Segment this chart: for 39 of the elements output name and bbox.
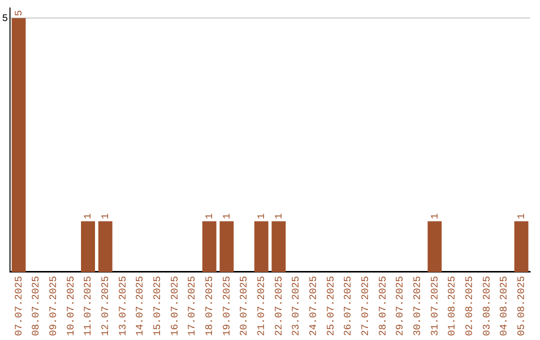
x-tick-label: 01.08.2025 [448,276,459,336]
x-tick-label: 12.07.2025 [100,276,112,336]
x-tick-label: 05.08.2025 [516,276,528,336]
x-tick-label: 29.07.2025 [396,276,407,336]
x-tick-label: 09.07.2025 [48,276,60,336]
x-tick-label: 10.07.2025 [66,276,78,336]
x-tick-label: 08.07.2025 [32,276,43,336]
x-tick-label: 13.07.2025 [118,276,130,336]
data-label: 1 [430,213,442,220]
x-tick-label: 24.07.2025 [308,276,320,336]
x-tick-label: 14.07.2025 [136,276,147,336]
data-label: 1 [204,213,216,220]
data-label: 1 [84,213,95,220]
x-tick-label: 30.07.2025 [412,276,424,336]
data-label: 1 [516,213,528,220]
x-tick-label: 23.07.2025 [292,276,303,336]
x-tick-label: 25.07.2025 [326,276,338,336]
x-tick-label: 27.07.2025 [360,276,372,336]
data-label: 1 [222,213,234,220]
x-tick-label: 18.07.2025 [204,276,216,336]
x-tick-label: 04.08.2025 [500,276,511,336]
data-label: 1 [274,213,286,220]
x-tick-label: 21.07.2025 [256,276,268,336]
x-tick-label: 15.07.2025 [152,276,164,336]
x-tick-label: 02.08.2025 [464,276,476,336]
x-tick-label: 20.07.2025 [240,276,251,336]
data-label: 1 [256,213,268,220]
x-tick-label: 03.08.2025 [482,276,494,336]
data-label: 1 [100,213,112,220]
x-tick-label: 28.07.2025 [378,276,390,336]
x-tick-label: 26.07.2025 [344,276,355,336]
x-tick-label: 17.07.2025 [188,276,199,336]
x-tick-label: 11.07.2025 [84,276,95,336]
x-tick-label: 22.07.2025 [274,276,286,336]
x-tick-label: 31.07.2025 [430,276,442,336]
data-label: 5 [2,14,8,25]
x-tick-label: 16.07.2025 [170,276,182,336]
x-tick-label: 19.07.2025 [222,276,234,336]
x-tick-label: 07.07.2025 [14,276,26,336]
